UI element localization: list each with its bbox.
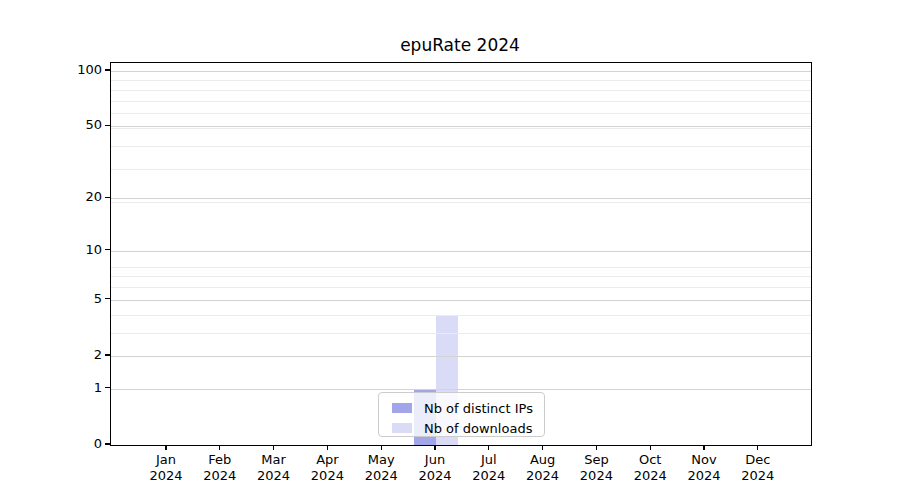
legend-label-downloads: Nb of downloads — [424, 421, 532, 436]
x-tick — [273, 445, 274, 450]
x-tick — [703, 445, 704, 450]
x-tick-year: 2024 — [620, 468, 680, 484]
y-tick-label: 100 — [0, 61, 102, 79]
gridline-minor — [111, 267, 811, 268]
gridline-minor — [111, 276, 811, 277]
plot-area — [110, 62, 812, 446]
x-tick-month: Dec — [728, 452, 788, 468]
x-tick-month: Nov — [674, 452, 734, 468]
x-tick-label: Apr2024 — [297, 452, 357, 484]
y-tick — [105, 125, 110, 126]
x-tick — [219, 445, 220, 450]
x-tick-label: Mar2024 — [244, 452, 304, 484]
y-tick-label: 50 — [0, 116, 102, 134]
x-tick-year: 2024 — [405, 468, 465, 484]
gridline-major — [111, 71, 811, 72]
x-tick-year: 2024 — [351, 468, 411, 484]
x-tick — [650, 445, 651, 450]
x-tick-label: Dec2024 — [728, 452, 788, 484]
y-tick — [105, 197, 110, 198]
x-tick — [542, 445, 543, 450]
x-tick-month: Apr — [297, 452, 357, 468]
gridline-minor — [111, 113, 811, 114]
x-tick-month: Sep — [566, 452, 626, 468]
y-tick — [105, 249, 110, 250]
y-tick-label: 1 — [0, 379, 102, 397]
x-tick — [596, 445, 597, 450]
x-tick-year: 2024 — [513, 468, 573, 484]
gridline-major — [111, 356, 811, 357]
legend-item-downloads: Nb of downloads — [392, 418, 544, 438]
x-tick-month: Feb — [190, 452, 250, 468]
x-tick — [757, 445, 758, 450]
y-tick-label: 20 — [0, 188, 102, 206]
gridline-minor — [111, 146, 811, 147]
x-tick-year: 2024 — [566, 468, 626, 484]
y-tick-label: 2 — [0, 346, 102, 364]
x-tick-label: Jun2024 — [405, 452, 465, 484]
legend-item-distinct-ips: Nb of distinct IPs — [392, 398, 544, 418]
x-tick — [327, 445, 328, 450]
gridline-minor — [111, 315, 811, 316]
x-tick-year: 2024 — [244, 468, 304, 484]
y-tick-label: 5 — [0, 290, 102, 308]
x-tick-label: Sep2024 — [566, 452, 626, 484]
y-tick-label: 0 — [0, 435, 102, 453]
x-tick-month: Jan — [136, 452, 196, 468]
gridline-minor — [111, 202, 811, 203]
gridline-major — [111, 300, 811, 301]
x-tick-year: 2024 — [459, 468, 519, 484]
x-tick-label: Nov2024 — [674, 452, 734, 484]
legend-swatch-downloads — [392, 423, 412, 433]
x-tick-month: Oct — [620, 452, 680, 468]
x-tick-month: Jun — [405, 452, 465, 468]
x-tick-month: Aug — [513, 452, 573, 468]
y-tick — [105, 443, 110, 444]
gridline-major — [111, 198, 811, 199]
gridline-minor — [111, 101, 811, 102]
x-tick-label: Jul2024 — [459, 452, 519, 484]
x-tick — [434, 445, 435, 450]
legend-label-distinct-ips: Nb of distinct IPs — [424, 401, 533, 416]
x-tick — [381, 445, 382, 450]
gridline-minor — [111, 90, 811, 91]
x-tick-label: Aug2024 — [513, 452, 573, 484]
gridline-minor — [111, 80, 811, 81]
y-tick-label: 10 — [0, 241, 102, 259]
gridline-major — [111, 251, 811, 252]
legend: Nb of distinct IPs Nb of downloads — [378, 392, 545, 437]
gridline-minor — [111, 287, 811, 288]
chart-title: epuRate 2024 — [110, 35, 810, 55]
legend-swatch-distinct-ips — [392, 403, 412, 413]
x-tick-month: May — [351, 452, 411, 468]
x-tick-month: Jul — [459, 452, 519, 468]
y-tick — [105, 387, 110, 388]
chart-figure: epuRate 2024 0125102050100Jan2024Feb2024… — [0, 0, 900, 500]
x-tick-label: Jan2024 — [136, 452, 196, 484]
gridline-minor — [111, 333, 811, 334]
x-tick — [488, 445, 489, 450]
y-tick — [105, 69, 110, 70]
x-tick-year: 2024 — [136, 468, 196, 484]
gridline-minor — [111, 169, 811, 170]
x-tick — [165, 445, 166, 450]
y-tick — [105, 298, 110, 299]
x-tick-label: Feb2024 — [190, 452, 250, 484]
gridline-major — [111, 389, 811, 390]
gridline-minor — [111, 128, 811, 129]
x-tick-label: May2024 — [351, 452, 411, 484]
x-tick-label: Oct2024 — [620, 452, 680, 484]
x-tick-year: 2024 — [190, 468, 250, 484]
x-tick-month: Mar — [244, 452, 304, 468]
x-tick-year: 2024 — [728, 468, 788, 484]
y-tick — [105, 354, 110, 355]
x-tick-year: 2024 — [674, 468, 734, 484]
x-tick-year: 2024 — [297, 468, 357, 484]
